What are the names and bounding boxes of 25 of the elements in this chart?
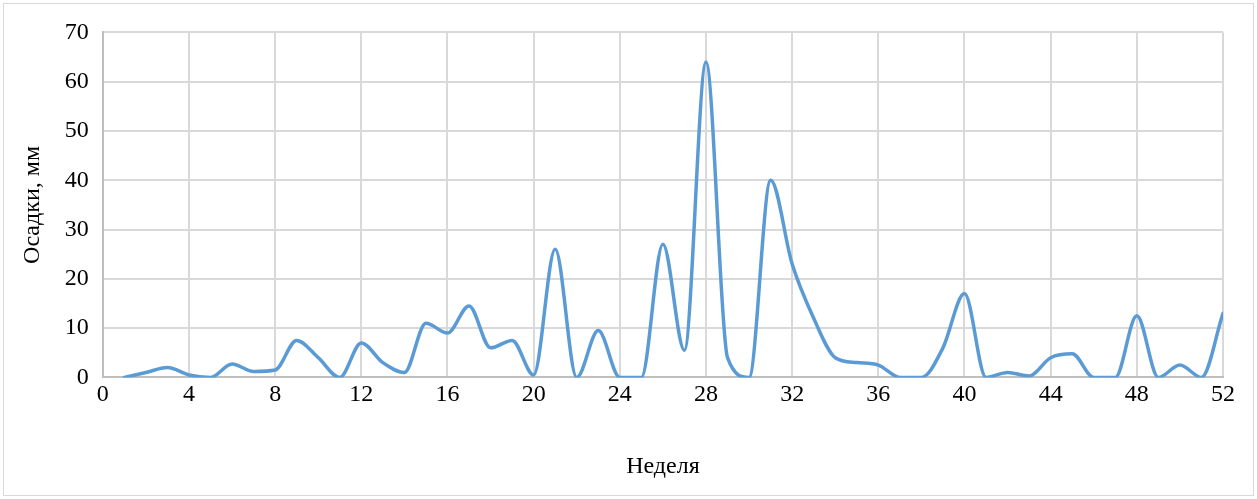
y-tick-label: 70 bbox=[64, 17, 89, 44]
y-tick-label: 50 bbox=[64, 116, 89, 143]
x-tick-label: 4 bbox=[182, 380, 195, 407]
x-tick-label: 44 bbox=[1038, 380, 1063, 407]
x-tick-label: 12 bbox=[349, 380, 374, 407]
line-series bbox=[122, 60, 1223, 378]
y-axis-title: Осадки, мм bbox=[17, 145, 44, 264]
x-tick-label: 24 bbox=[607, 380, 632, 407]
x-tick-label: 28 bbox=[693, 380, 718, 407]
x-tick-label: 20 bbox=[521, 380, 546, 407]
x-tick-label: 16 bbox=[435, 380, 460, 407]
x-tick-label: 52 bbox=[1211, 380, 1235, 407]
y-tick-label: 10 bbox=[64, 313, 89, 340]
x-tick-label: 8 bbox=[269, 380, 282, 407]
x-tick-label: 40 bbox=[952, 380, 977, 407]
y-tick-label: 30 bbox=[64, 214, 89, 241]
x-tick-label: 48 bbox=[1124, 380, 1149, 407]
y-tick-label: 60 bbox=[64, 66, 89, 93]
y-tick-label: 20 bbox=[64, 264, 89, 291]
x-tick-label: 36 bbox=[866, 380, 891, 407]
x-tick-label: 0 bbox=[96, 380, 109, 407]
y-tick-label: 0 bbox=[76, 362, 89, 389]
y-tick-label: 40 bbox=[64, 165, 89, 192]
x-axis-title: Неделя bbox=[626, 451, 700, 478]
x-tick-label: 32 bbox=[780, 380, 805, 407]
